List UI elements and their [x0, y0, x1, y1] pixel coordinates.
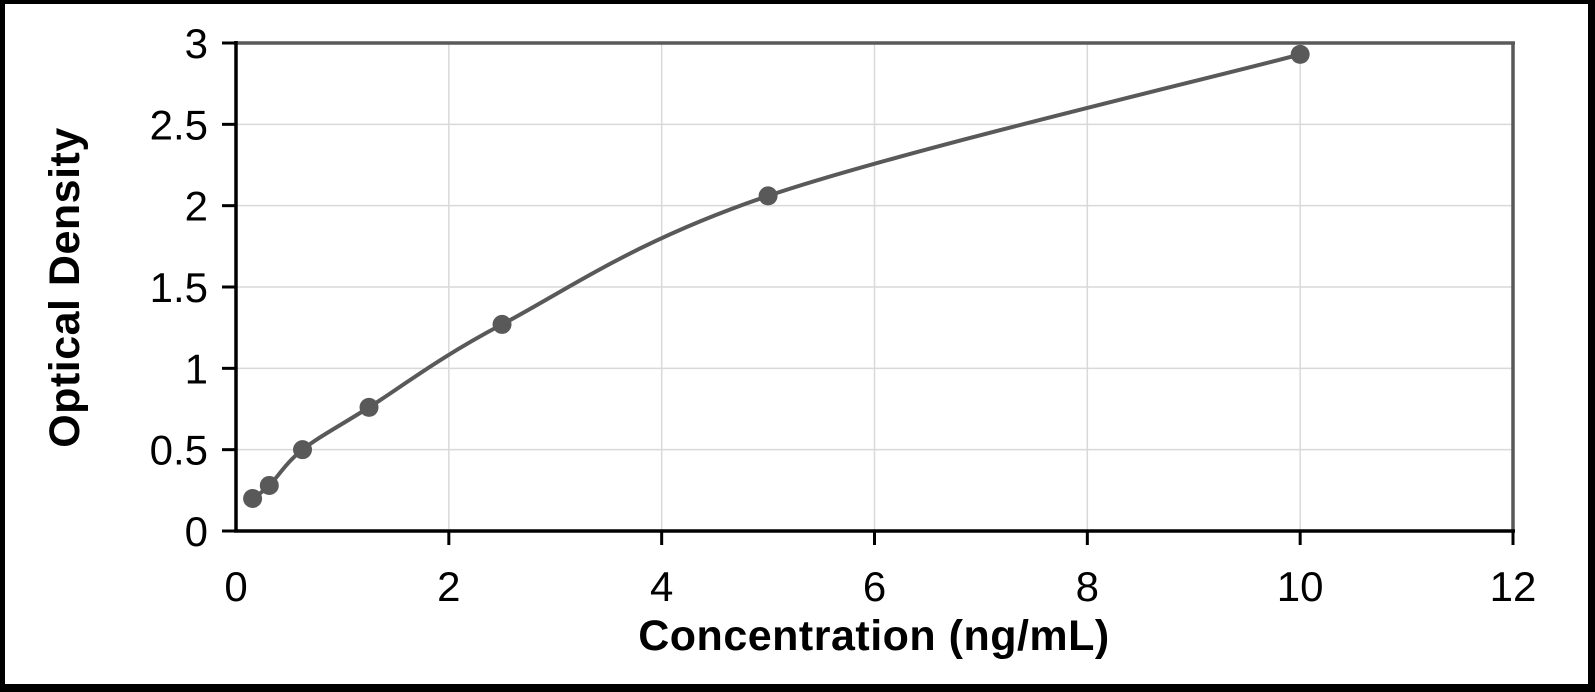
y-tick-label: 0.5 — [150, 427, 208, 474]
data-point — [1290, 44, 1310, 64]
data-point — [293, 440, 313, 460]
x-tick-label: 10 — [1277, 563, 1324, 610]
y-tick-label: 1 — [185, 345, 208, 392]
data-point — [359, 397, 379, 417]
data-point — [758, 186, 778, 206]
y-tick-label: 3 — [185, 20, 208, 67]
data-point — [492, 314, 512, 334]
x-tick-label: 4 — [650, 563, 673, 610]
y-tick-label: 2.5 — [150, 101, 208, 148]
x-tick-label: 0 — [224, 563, 247, 610]
x-tick-label: 8 — [1076, 563, 1099, 610]
x-tick-label: 12 — [1490, 563, 1537, 610]
data-point — [243, 488, 263, 508]
plot-canvas: 0 0.5 1 1.5 2 2.5 3 0 2 4 6 8 10 12 — [150, 20, 1537, 610]
series-curve — [250, 52, 1303, 501]
y-tick-label: 0 — [185, 508, 208, 555]
y-tick-label: 2 — [185, 183, 208, 230]
y-tick-label: 1.5 — [150, 264, 208, 311]
x-tick-label: 2 — [437, 563, 460, 610]
x-tick-label: 6 — [863, 563, 886, 610]
data-point — [259, 475, 279, 495]
